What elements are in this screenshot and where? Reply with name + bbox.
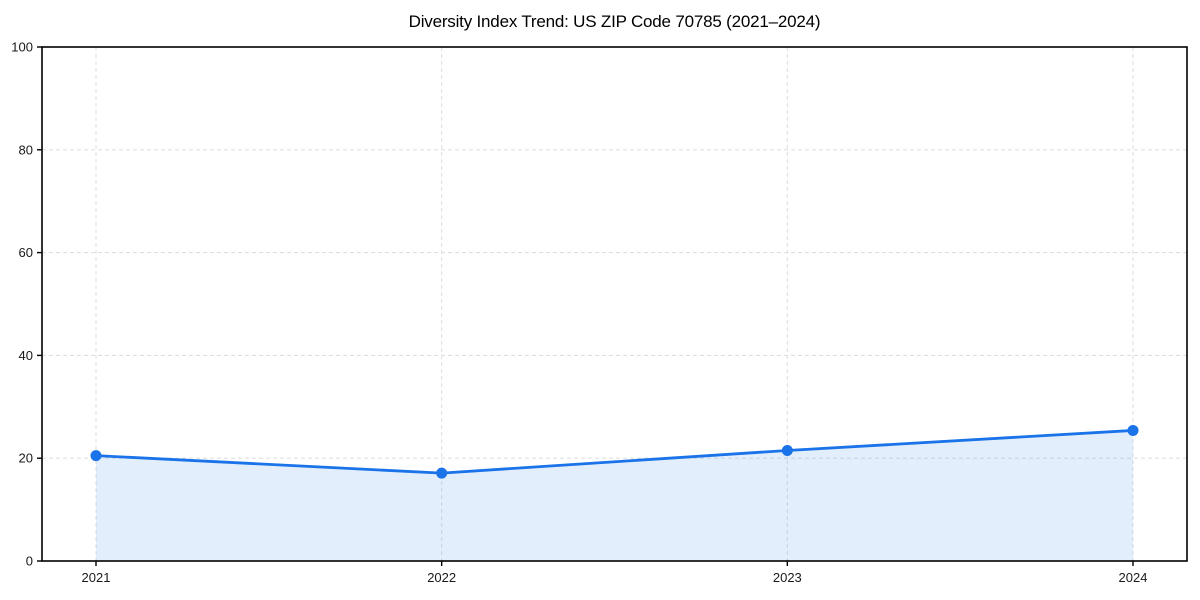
y-axis-tick-label: 0	[26, 554, 33, 569]
data-point	[90, 450, 102, 462]
data-point	[781, 444, 793, 456]
y-axis-tick-label: 40	[19, 348, 33, 363]
y-axis-tick-label: 80	[19, 142, 33, 157]
x-axis-tick-label: 2023	[773, 570, 802, 585]
y-axis-tick-label: 20	[19, 451, 33, 466]
plot-border	[41, 46, 1188, 562]
data-point	[1127, 424, 1139, 436]
y-axis-tick-label: 100	[11, 40, 33, 55]
y-axis-tick-label: 60	[19, 245, 33, 260]
chart-title: Diversity Index Trend: US ZIP Code 70785…	[408, 12, 821, 31]
x-axis-tick-label: 2021	[82, 570, 111, 585]
x-axis-tick-label: 2024	[1119, 570, 1148, 585]
data-point	[436, 467, 448, 479]
trend-line	[94, 429, 1135, 475]
x-axis-tick-label: 2022	[427, 570, 456, 585]
area-fill	[96, 430, 1133, 561]
